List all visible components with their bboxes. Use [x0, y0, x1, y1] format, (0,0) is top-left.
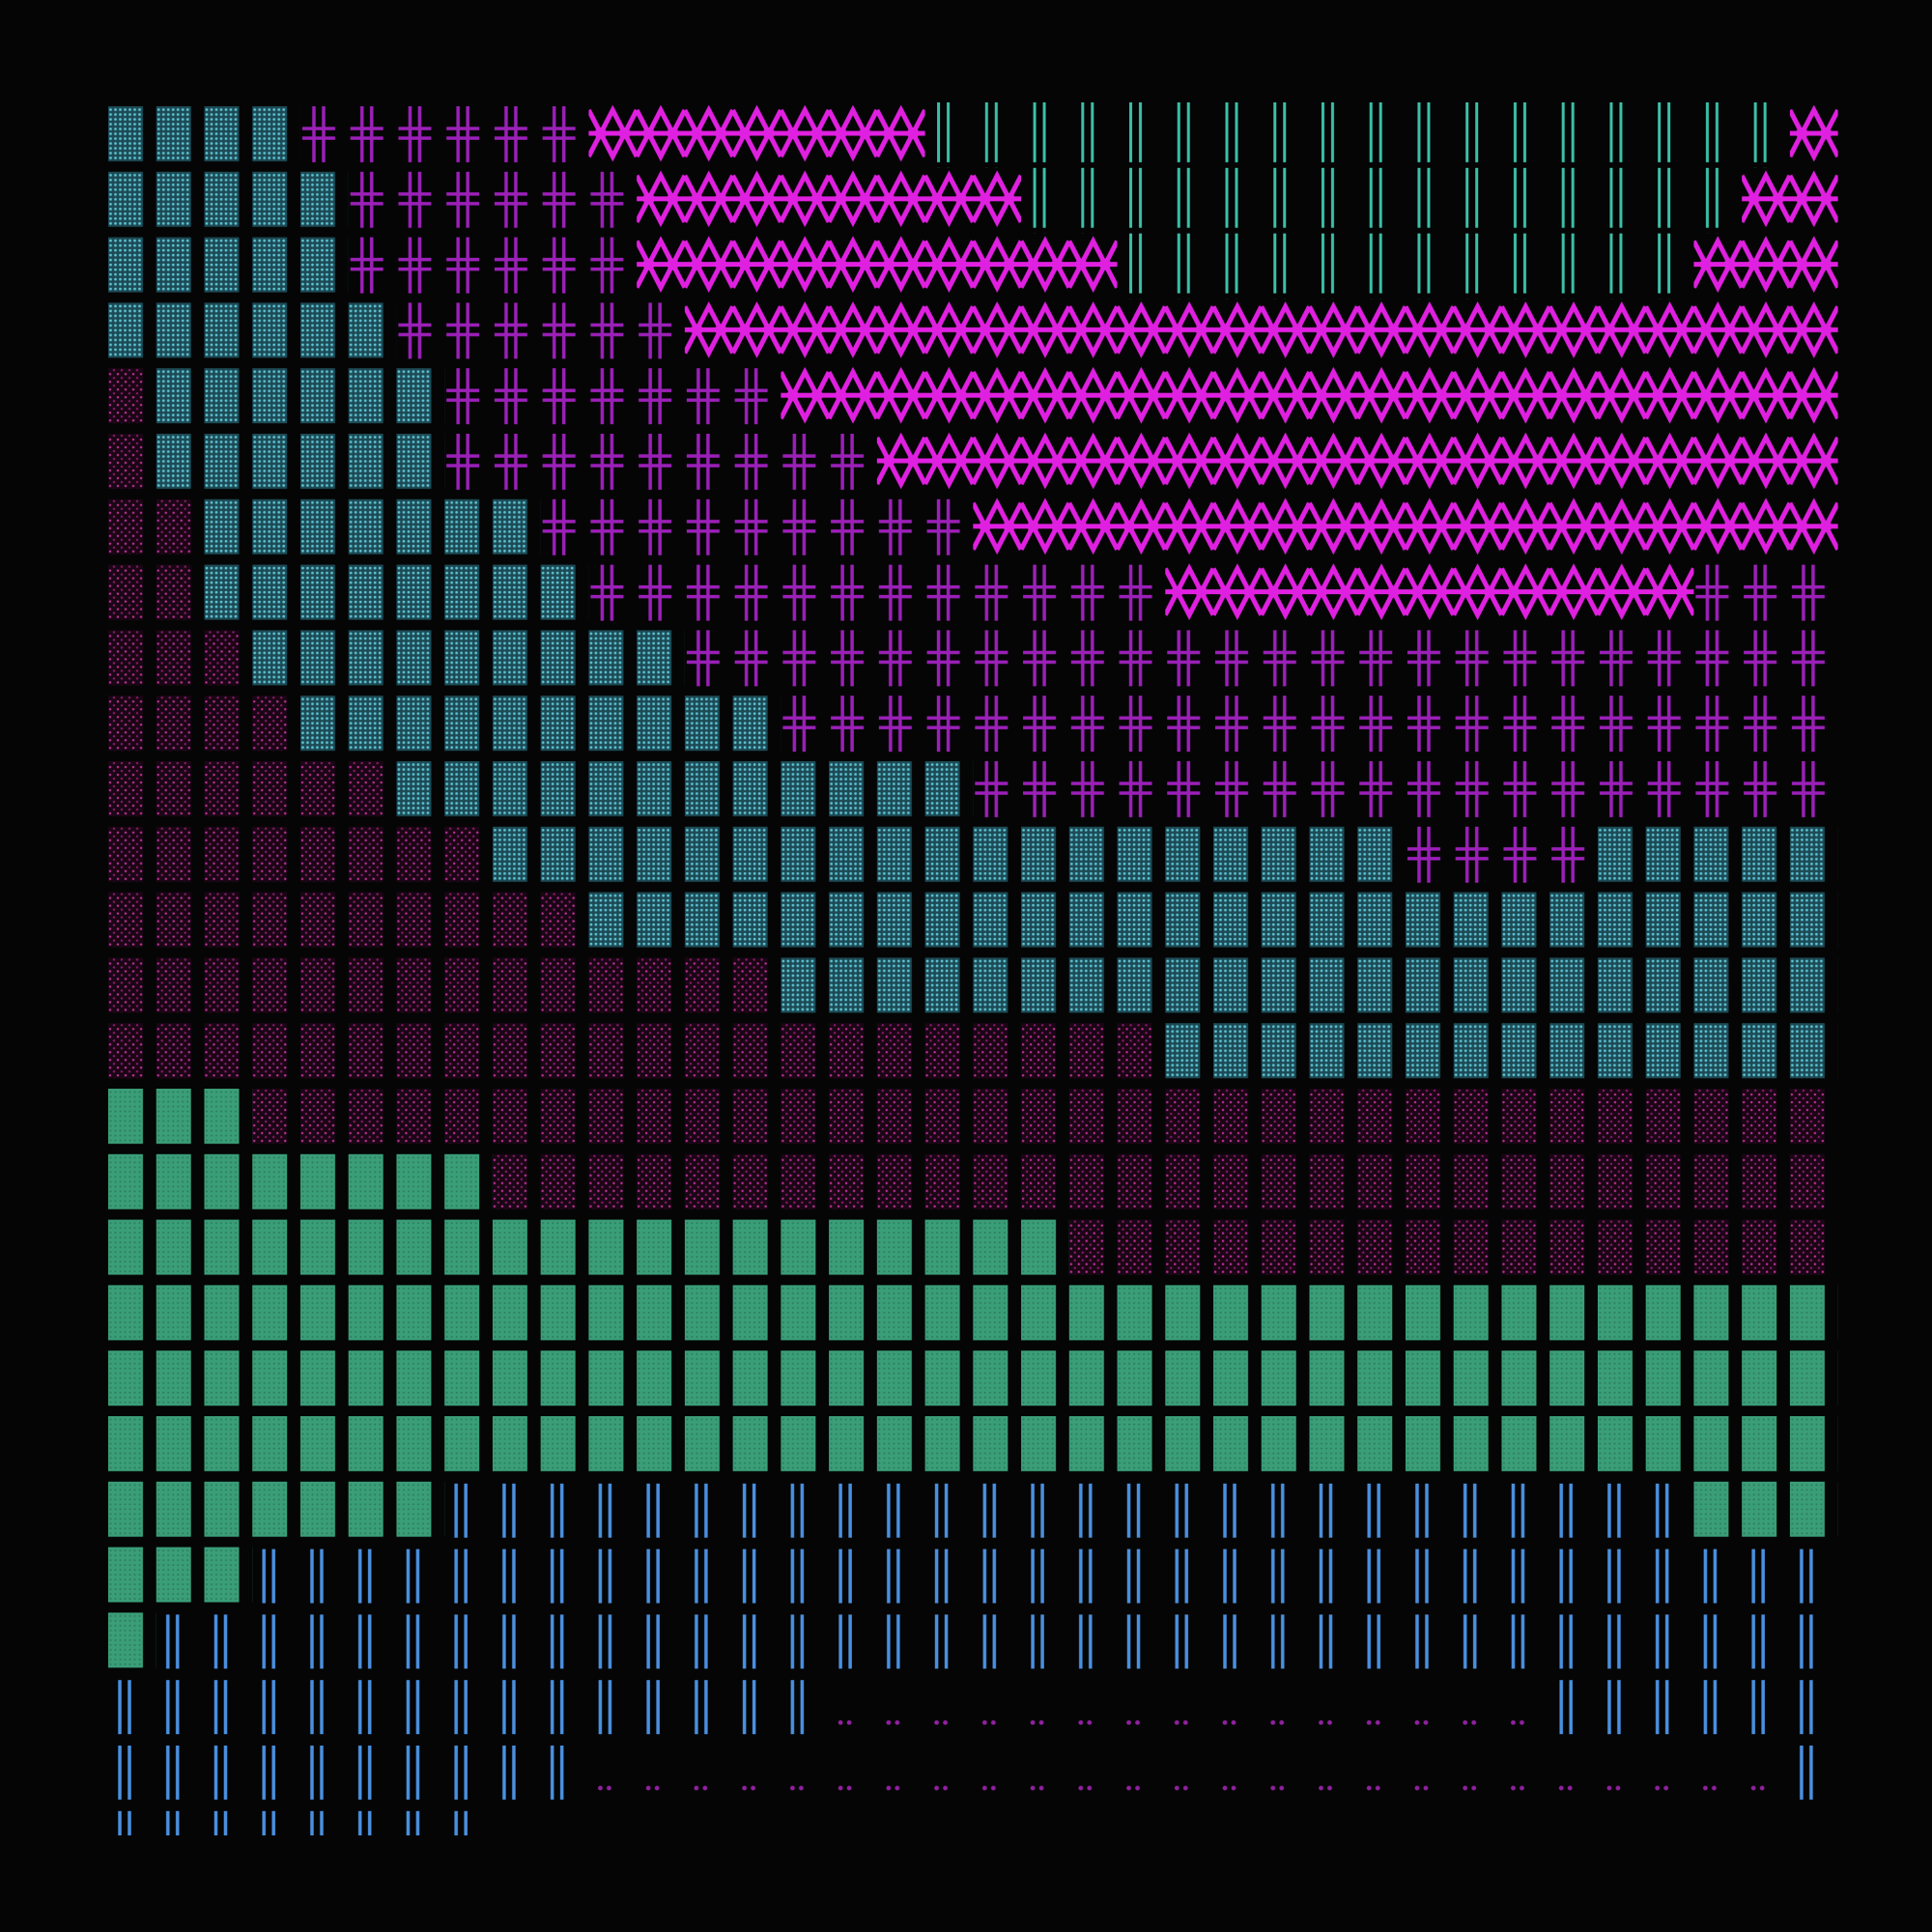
tile-run	[396, 757, 974, 823]
tile-run	[637, 167, 1022, 234]
tile-run	[252, 1085, 1838, 1151]
tile-run	[156, 430, 445, 496]
tile-run	[876, 430, 1838, 496]
tile-run	[1068, 1215, 1838, 1282]
tile-run	[108, 1215, 1069, 1282]
tile-run	[492, 1150, 1838, 1216]
tile-run	[108, 1674, 830, 1740]
tile-run	[108, 1804, 493, 1835]
tile-run	[108, 888, 589, 954]
tile-run	[108, 167, 349, 234]
tile-run	[588, 560, 1166, 627]
tile-run	[108, 757, 397, 823]
tile-run	[348, 167, 638, 234]
tile-run	[299, 102, 589, 168]
tile-grid	[108, 102, 1838, 1835]
tile-run	[1165, 1019, 1838, 1085]
tile-run	[781, 953, 1838, 1020]
tile-run	[108, 298, 397, 365]
tile-run	[637, 233, 1118, 299]
tile-run	[1021, 167, 1743, 234]
tile-run	[684, 298, 1838, 365]
tile-run	[108, 692, 300, 757]
tile-run	[156, 364, 445, 430]
tile-run	[1165, 560, 1694, 627]
tile-run	[492, 822, 1406, 889]
tile-run	[108, 953, 781, 1020]
tile-run	[204, 495, 541, 561]
tile-run	[588, 102, 925, 168]
tile-run	[108, 1150, 493, 1216]
tile-run	[252, 1543, 1838, 1609]
tile-run	[1693, 233, 1838, 299]
tile-run	[108, 1608, 156, 1675]
tile-run	[540, 495, 974, 561]
tile-run	[108, 1019, 1166, 1085]
tile-run	[252, 626, 685, 693]
tile-run	[108, 102, 300, 168]
tile-run	[108, 1281, 1838, 1478]
tile-run	[108, 233, 349, 299]
tile-run	[1693, 1477, 1838, 1544]
tile-run	[108, 822, 493, 889]
tile-run	[444, 1477, 1694, 1544]
tile-run	[108, 560, 205, 627]
tile-run	[973, 757, 1838, 823]
tile-run	[156, 1608, 1838, 1675]
tile-run	[1597, 822, 1838, 889]
tile-run	[108, 495, 205, 561]
tile-run	[108, 430, 156, 496]
tile-run	[1742, 167, 1838, 234]
tile-run	[588, 1740, 1790, 1805]
tile-run	[348, 233, 638, 299]
tile-run	[1549, 1674, 1838, 1740]
tile-run	[1117, 233, 1694, 299]
tile-run	[108, 364, 156, 430]
tile-run	[781, 692, 1838, 757]
tile-run	[684, 626, 1838, 693]
tile-run	[108, 626, 253, 693]
tile-run	[924, 102, 1790, 168]
tile-run	[829, 1674, 1550, 1740]
tile-run	[1405, 822, 1598, 889]
tile-run	[1789, 1740, 1838, 1805]
tile-run	[781, 364, 1838, 430]
tile-run	[444, 364, 781, 430]
tile-run	[299, 692, 781, 757]
tile-run	[108, 1543, 253, 1609]
tile-run	[204, 560, 589, 627]
tile-run	[973, 495, 1838, 561]
tile-run	[108, 1740, 589, 1805]
tile-run	[108, 1477, 445, 1544]
tile-run	[1693, 560, 1838, 627]
tile-run	[444, 430, 877, 496]
tile-run	[396, 298, 685, 365]
tile-run	[588, 888, 1838, 954]
tile-run	[108, 1085, 253, 1151]
tile-run	[1789, 102, 1838, 168]
